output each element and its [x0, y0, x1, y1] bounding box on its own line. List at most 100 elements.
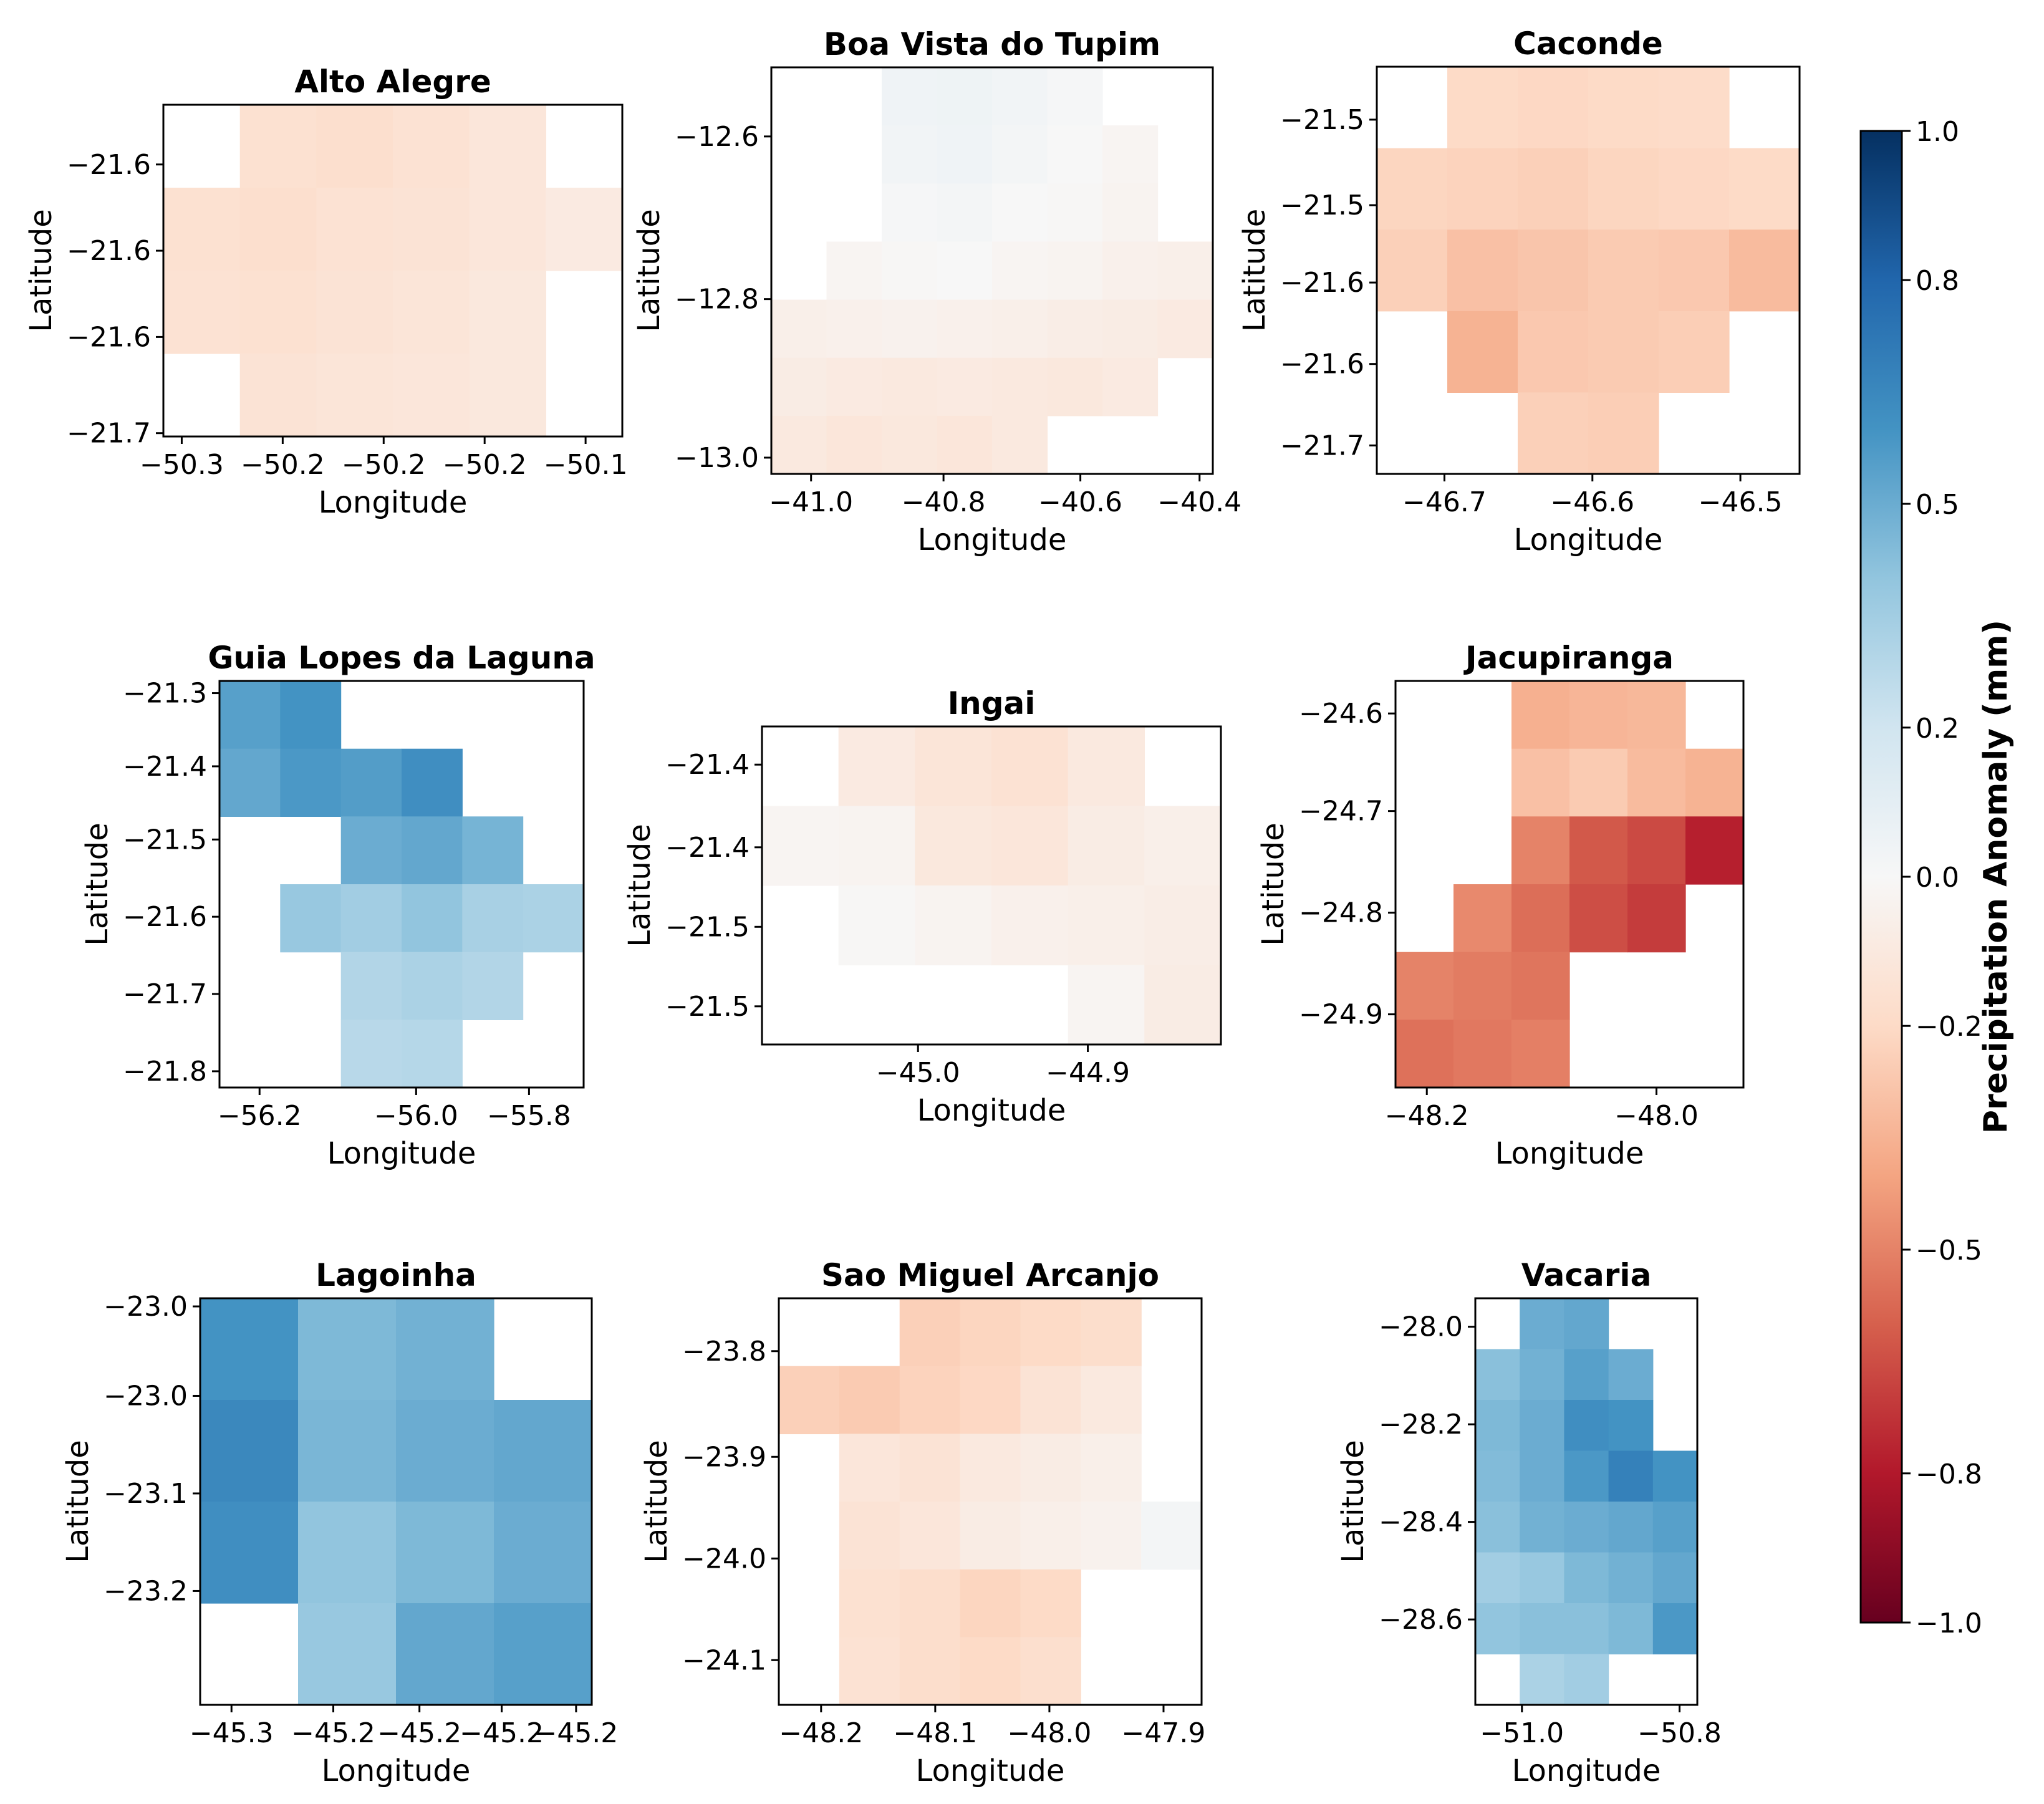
anomaly-cell [1102, 183, 1159, 242]
x-tick-label: −50.2 [342, 449, 426, 481]
anomaly-cell [1685, 748, 1744, 817]
anomaly-cell [280, 884, 342, 953]
colorbar-tick-label: 0.8 [1916, 265, 1959, 297]
anomaly-cell [298, 1298, 397, 1401]
anomaly-cell [1141, 1502, 1202, 1570]
panel-title: Vacaria [1521, 1257, 1652, 1293]
y-tick-label: −21.5 [1280, 190, 1364, 221]
anomaly-cell [1564, 1450, 1609, 1502]
colorbar-tick-label: −0.5 [1916, 1235, 1982, 1266]
anomaly-cell [826, 299, 882, 359]
y-tick-label: −23.8 [682, 1336, 766, 1367]
anomaly-cell [1608, 1349, 1654, 1401]
anomaly-cell [1608, 1502, 1654, 1553]
anomaly-cell [1608, 1552, 1654, 1604]
anomaly-cell [402, 816, 463, 885]
anomaly-cell [1047, 299, 1103, 359]
panel-title: Jacupiranga [1463, 640, 1674, 676]
anomaly-cell [219, 748, 281, 817]
colorbar-tick-label: −1.0 [1916, 1608, 1982, 1639]
anomaly-cell [1569, 681, 1628, 750]
region-cells [771, 67, 1213, 475]
anomaly-cell [1377, 148, 1448, 230]
anomaly-cell [899, 1569, 961, 1638]
y-tick-label: −21.6 [67, 235, 151, 267]
x-tick-label: −40.6 [1038, 486, 1122, 518]
anomaly-cell [1068, 806, 1145, 886]
colorbar-ticks: 1.0 0.8 0.5 0.2 0.0 −0.2 −0.5 −0.8 −1.0 [1902, 116, 1982, 1639]
anomaly-cell [960, 1569, 1021, 1638]
map-panel: Caconde −46.7 −46.6 −46.5 −21.5 −21.5 −21.6 −21… [1237, 26, 1801, 557]
anomaly-cell [200, 1502, 299, 1604]
anomaly-cell [1475, 1450, 1520, 1502]
anomaly-cell [1068, 726, 1145, 807]
anomaly-cell [200, 1298, 299, 1401]
map-panel: Sao Miguel Arcanjo −48.2 −48.1 −48.0 −47.9 −2… [639, 1257, 1205, 1788]
anomaly-cell [1020, 1569, 1081, 1638]
anomaly-cell [771, 357, 827, 417]
anomaly-cell [1627, 816, 1686, 885]
anomaly-cell [1520, 1400, 1564, 1452]
anomaly-cell [298, 1603, 397, 1705]
x-tick-label: −51.0 [1480, 1717, 1564, 1749]
x-tick-label: −48.0 [1614, 1100, 1699, 1132]
anomaly-cell [1511, 748, 1570, 817]
colorbar: 1.0 0.8 0.5 0.2 0.0 −0.2 −0.5 −0.8 −1.0 Precipit… [1859, 116, 2015, 1639]
map-panel: Lagoinha−45.3 −45.2 −45.2−45.2−45.2−23.0−2… [60, 1257, 618, 1788]
region-cells [200, 1298, 592, 1705]
anomaly-cell [1652, 1502, 1698, 1553]
axes-frame [218, 680, 585, 1089]
region-cells [1475, 1298, 1698, 1705]
anomaly-cell [960, 1434, 1021, 1502]
anomaly-cell [1511, 884, 1570, 953]
anomaly-cell [393, 105, 470, 188]
anomaly-cell [1659, 229, 1730, 312]
anomaly-cell [882, 183, 938, 242]
anomaly-cell [1569, 748, 1628, 817]
anomaly-cell [469, 188, 546, 271]
anomaly-cell [200, 1400, 299, 1502]
anomaly-cell [1564, 1552, 1609, 1604]
anomaly-cell [1453, 884, 1512, 953]
panels: Alto Alegre −50.3 −50.2 −50.2 −50.2 −50.1 −21.… [24, 26, 1801, 1788]
anomaly-cell [298, 1502, 397, 1604]
y-tick-label: −24.0 [682, 1543, 766, 1575]
anomaly-cell [469, 271, 546, 354]
x-tick-label: −44.9 [1046, 1057, 1130, 1089]
anomaly-cell [402, 748, 463, 817]
anomaly-cell [316, 354, 393, 437]
anomaly-cell [771, 415, 827, 475]
anomaly-cell [1020, 1434, 1081, 1502]
anomaly-cell [298, 1400, 397, 1502]
x-axis-label: Longitude [327, 1136, 476, 1171]
y-tick-label: −23.2 [104, 1575, 188, 1607]
axes-frame [1376, 65, 1801, 475]
anomaly-cell [1518, 67, 1589, 149]
y-tick-label: −21.5 [123, 824, 207, 856]
anomaly-cell [462, 816, 524, 885]
y-tick-label: −24.7 [1299, 796, 1383, 827]
anomaly-cell [992, 415, 1048, 475]
anomaly-cell [1396, 952, 1454, 1020]
anomaly-cell [1520, 1654, 1564, 1705]
x-axis-label: Longitude [1512, 1753, 1661, 1788]
anomaly-cell [1569, 816, 1628, 885]
x-axis-label: Longitude [917, 1093, 1066, 1128]
y-tick-label: −28.4 [1379, 1507, 1463, 1538]
anomaly-cell [396, 1400, 494, 1502]
anomaly-cell [992, 67, 1048, 126]
anomaly-cell [937, 125, 993, 184]
x-tick-label: −48.2 [1385, 1100, 1469, 1132]
x-tick-label: −46.5 [1699, 486, 1783, 518]
anomaly-cell [992, 299, 1048, 359]
anomaly-cell [1144, 965, 1222, 1045]
x-tick-label: −48.1 [893, 1717, 977, 1749]
anomaly-cell [1652, 1450, 1698, 1502]
anomaly-cell [1627, 748, 1686, 817]
anomaly-cell [1659, 67, 1730, 149]
anomaly-cell [1447, 67, 1518, 149]
anomaly-cell [402, 884, 463, 953]
anomaly-cell [1157, 299, 1213, 359]
anomaly-cell [523, 884, 584, 953]
